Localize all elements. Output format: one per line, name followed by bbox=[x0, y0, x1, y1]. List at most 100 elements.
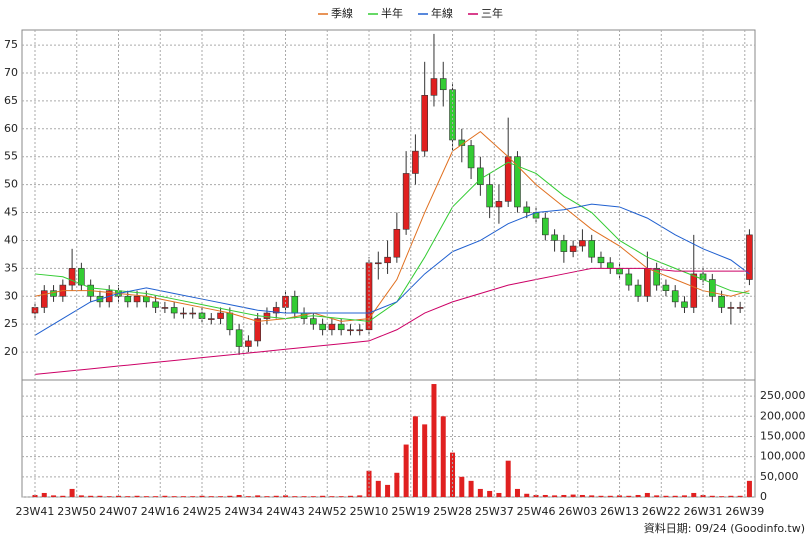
volume-bar bbox=[579, 494, 585, 497]
volume-bar bbox=[728, 495, 734, 497]
volume-bar bbox=[190, 496, 196, 497]
candle-body bbox=[560, 240, 568, 252]
volume-bar bbox=[227, 495, 233, 497]
candle-body bbox=[328, 323, 336, 331]
volume-bar bbox=[171, 496, 177, 497]
candle-body bbox=[625, 273, 633, 286]
candle-body bbox=[207, 318, 215, 320]
candle-body bbox=[310, 318, 317, 325]
x-tick-label: 25W19 bbox=[391, 505, 430, 518]
candle-body bbox=[393, 228, 401, 258]
plot-frame bbox=[21, 29, 756, 498]
candle-body bbox=[690, 273, 698, 308]
volume-bar bbox=[561, 494, 567, 497]
volume-bar bbox=[737, 495, 743, 497]
volume-bar bbox=[403, 444, 409, 497]
volume-bar bbox=[264, 496, 270, 497]
candle-body bbox=[272, 307, 280, 314]
candle-body bbox=[189, 312, 197, 315]
candle-body bbox=[662, 284, 670, 291]
volume-bar bbox=[125, 496, 131, 497]
x-tick-label: 25W46 bbox=[517, 505, 556, 518]
candle-body bbox=[412, 150, 419, 174]
volume-bar bbox=[681, 495, 687, 497]
volume-bar bbox=[505, 460, 511, 497]
candle-body bbox=[477, 167, 484, 185]
volume-bar bbox=[635, 494, 641, 497]
volume-bar bbox=[347, 495, 353, 497]
volume-bar bbox=[626, 495, 632, 497]
legend-label: 年線 bbox=[431, 6, 453, 20]
volume-bar bbox=[143, 496, 149, 497]
volume-bar bbox=[552, 495, 558, 497]
volume-bar bbox=[88, 495, 94, 497]
candle-body bbox=[356, 329, 364, 332]
volume-bar bbox=[153, 496, 159, 497]
candle-body bbox=[40, 290, 48, 308]
y2-tick-label: 250,000 bbox=[760, 389, 806, 402]
candle-body bbox=[634, 284, 642, 297]
volume-bar bbox=[672, 495, 678, 497]
volume-bar bbox=[477, 488, 483, 497]
source-note: 資料日期: 09/24 (Goodinfo.tw) bbox=[644, 521, 805, 535]
volume-bar bbox=[607, 495, 613, 497]
volume-bar bbox=[394, 472, 400, 497]
x-tick-label: 25W37 bbox=[475, 505, 514, 518]
candle-body bbox=[736, 307, 744, 309]
candle-body bbox=[569, 245, 577, 252]
candle-body bbox=[579, 240, 586, 247]
candle-body bbox=[439, 78, 447, 91]
y-tick-label: 65 bbox=[4, 94, 18, 107]
candle-body bbox=[402, 173, 410, 230]
candle-body bbox=[653, 268, 660, 286]
y2-tick-label: 150,000 bbox=[760, 429, 806, 442]
volume-bar bbox=[338, 496, 344, 497]
x-tick-label: 23W41 bbox=[16, 505, 55, 518]
candle-body bbox=[245, 340, 252, 347]
candle-body bbox=[495, 201, 503, 208]
y-tick-label: 70 bbox=[4, 66, 18, 79]
volume-bar bbox=[487, 490, 493, 497]
candle-body bbox=[523, 206, 531, 213]
x-tick-label: 26W22 bbox=[642, 505, 681, 518]
candle-body bbox=[291, 295, 299, 314]
volume-bar bbox=[617, 495, 623, 497]
y-tick-label: 75 bbox=[4, 38, 18, 51]
x-tick-label: 25W10 bbox=[350, 505, 389, 518]
candle-body bbox=[217, 312, 224, 319]
volume-bar bbox=[654, 495, 660, 497]
y-tick-label: 35 bbox=[4, 261, 18, 274]
candle-body bbox=[542, 217, 549, 236]
candle-body bbox=[263, 312, 271, 319]
volume-bar bbox=[468, 480, 474, 497]
volume-bar bbox=[292, 496, 298, 497]
x-tick-label: 23W50 bbox=[57, 505, 96, 518]
candle-body bbox=[337, 323, 345, 331]
legend-label: 三年 bbox=[481, 6, 503, 20]
x-tick-label: 24W16 bbox=[141, 505, 180, 518]
candle-body bbox=[78, 268, 85, 286]
y-tick-label: 20 bbox=[4, 345, 18, 358]
volume-bar bbox=[746, 480, 752, 497]
x-tick-label: 25W28 bbox=[433, 505, 472, 518]
volume-bar bbox=[320, 495, 326, 497]
y-tick-label: 45 bbox=[4, 206, 18, 219]
candle-body bbox=[235, 329, 243, 347]
candle-body bbox=[319, 323, 326, 331]
candle-body bbox=[68, 268, 76, 286]
x-tick-label: 24W34 bbox=[224, 505, 263, 518]
candle-body bbox=[718, 295, 725, 308]
candle-body bbox=[180, 312, 187, 315]
y-tick-label: 40 bbox=[4, 233, 18, 246]
candle-body bbox=[133, 295, 141, 303]
ma-line bbox=[34, 203, 750, 336]
volume-bar bbox=[375, 480, 381, 497]
candle-body bbox=[124, 295, 132, 303]
volume-bar bbox=[570, 494, 576, 497]
volume-bar bbox=[598, 495, 604, 497]
candle-body bbox=[588, 240, 595, 258]
candle-body bbox=[226, 312, 234, 331]
candle-body bbox=[374, 262, 382, 265]
candle-body bbox=[551, 234, 558, 241]
